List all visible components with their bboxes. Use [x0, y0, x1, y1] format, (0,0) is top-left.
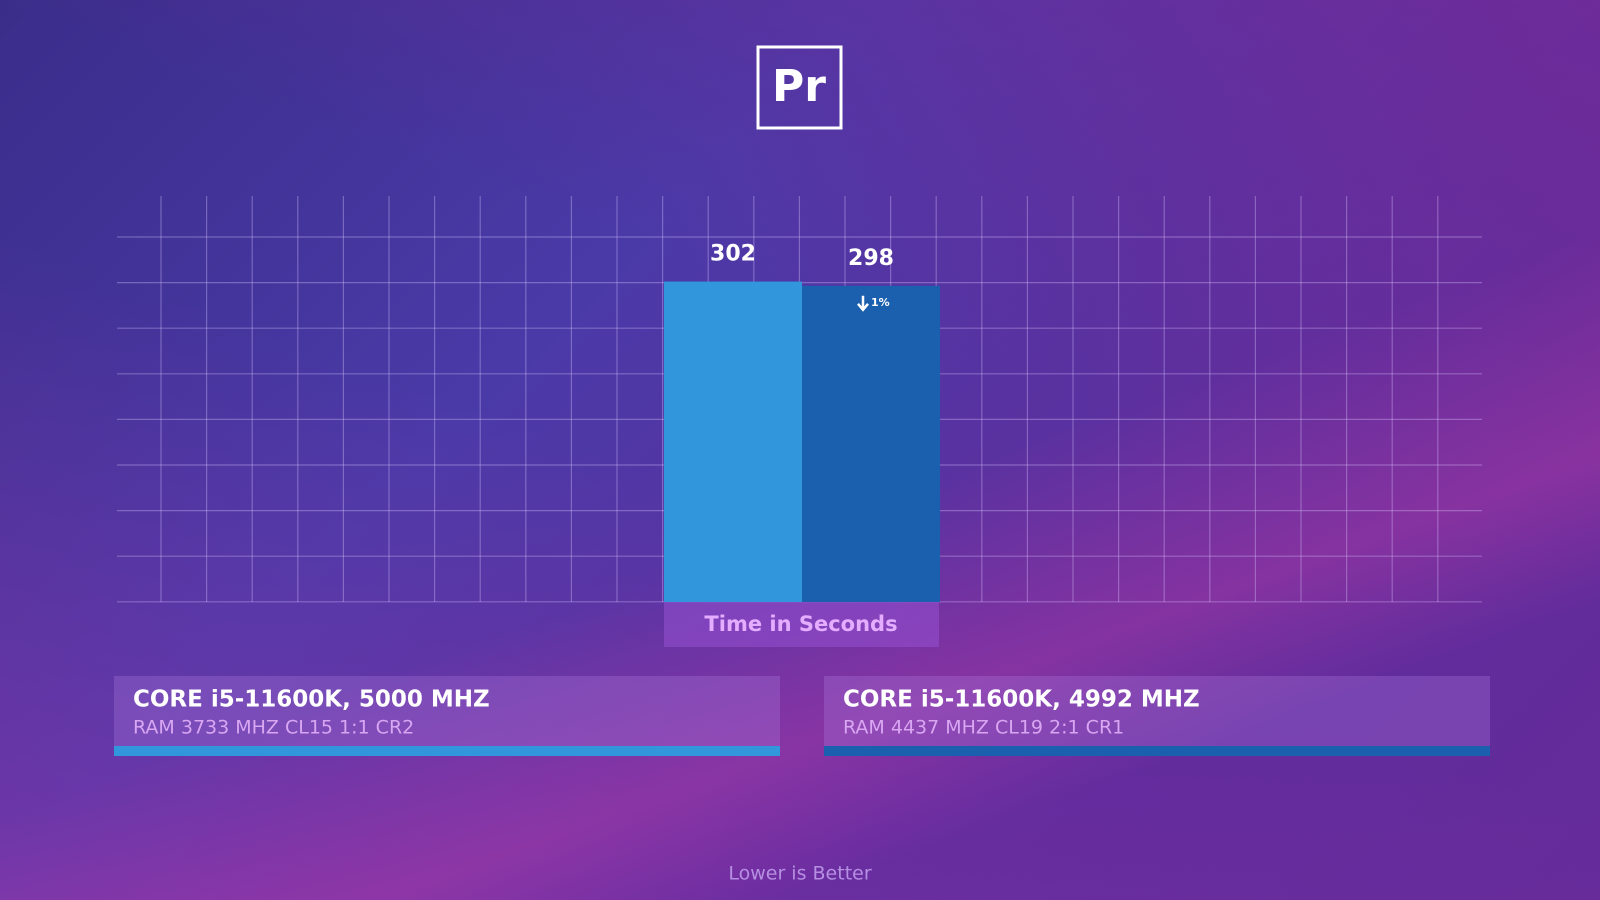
- bar: [664, 281, 802, 602]
- legend-detail: RAM 4437 MHZ CL19 2:1 CR1: [843, 717, 1124, 739]
- legend-detail: RAM 3733 MHZ CL15 1:1 CR2: [133, 717, 414, 739]
- value-label: 298: [848, 246, 894, 271]
- logo-frame: [756, 45, 843, 130]
- x-axis-label: Time in Seconds: [704, 612, 897, 636]
- legend-swatch: [114, 746, 780, 756]
- annotation-arrow: [857, 295, 869, 312]
- legend-label: CORE i5-11600K, 4992 MHZ: [843, 687, 1200, 713]
- annotation: 1%: [871, 296, 890, 309]
- logo: Pr: [772, 61, 826, 112]
- footnote: Lower is Better: [728, 863, 871, 885]
- value-label: 302: [710, 242, 756, 267]
- legend-swatch: [824, 746, 1490, 756]
- legend-box: [114, 676, 780, 746]
- bars: 302 298 1%: [664, 242, 940, 602]
- x-label-box: [664, 602, 939, 647]
- bar: [802, 285, 940, 602]
- legend-label: CORE i5-11600K, 5000 MHZ: [133, 687, 490, 713]
- legend-box: [824, 676, 1490, 746]
